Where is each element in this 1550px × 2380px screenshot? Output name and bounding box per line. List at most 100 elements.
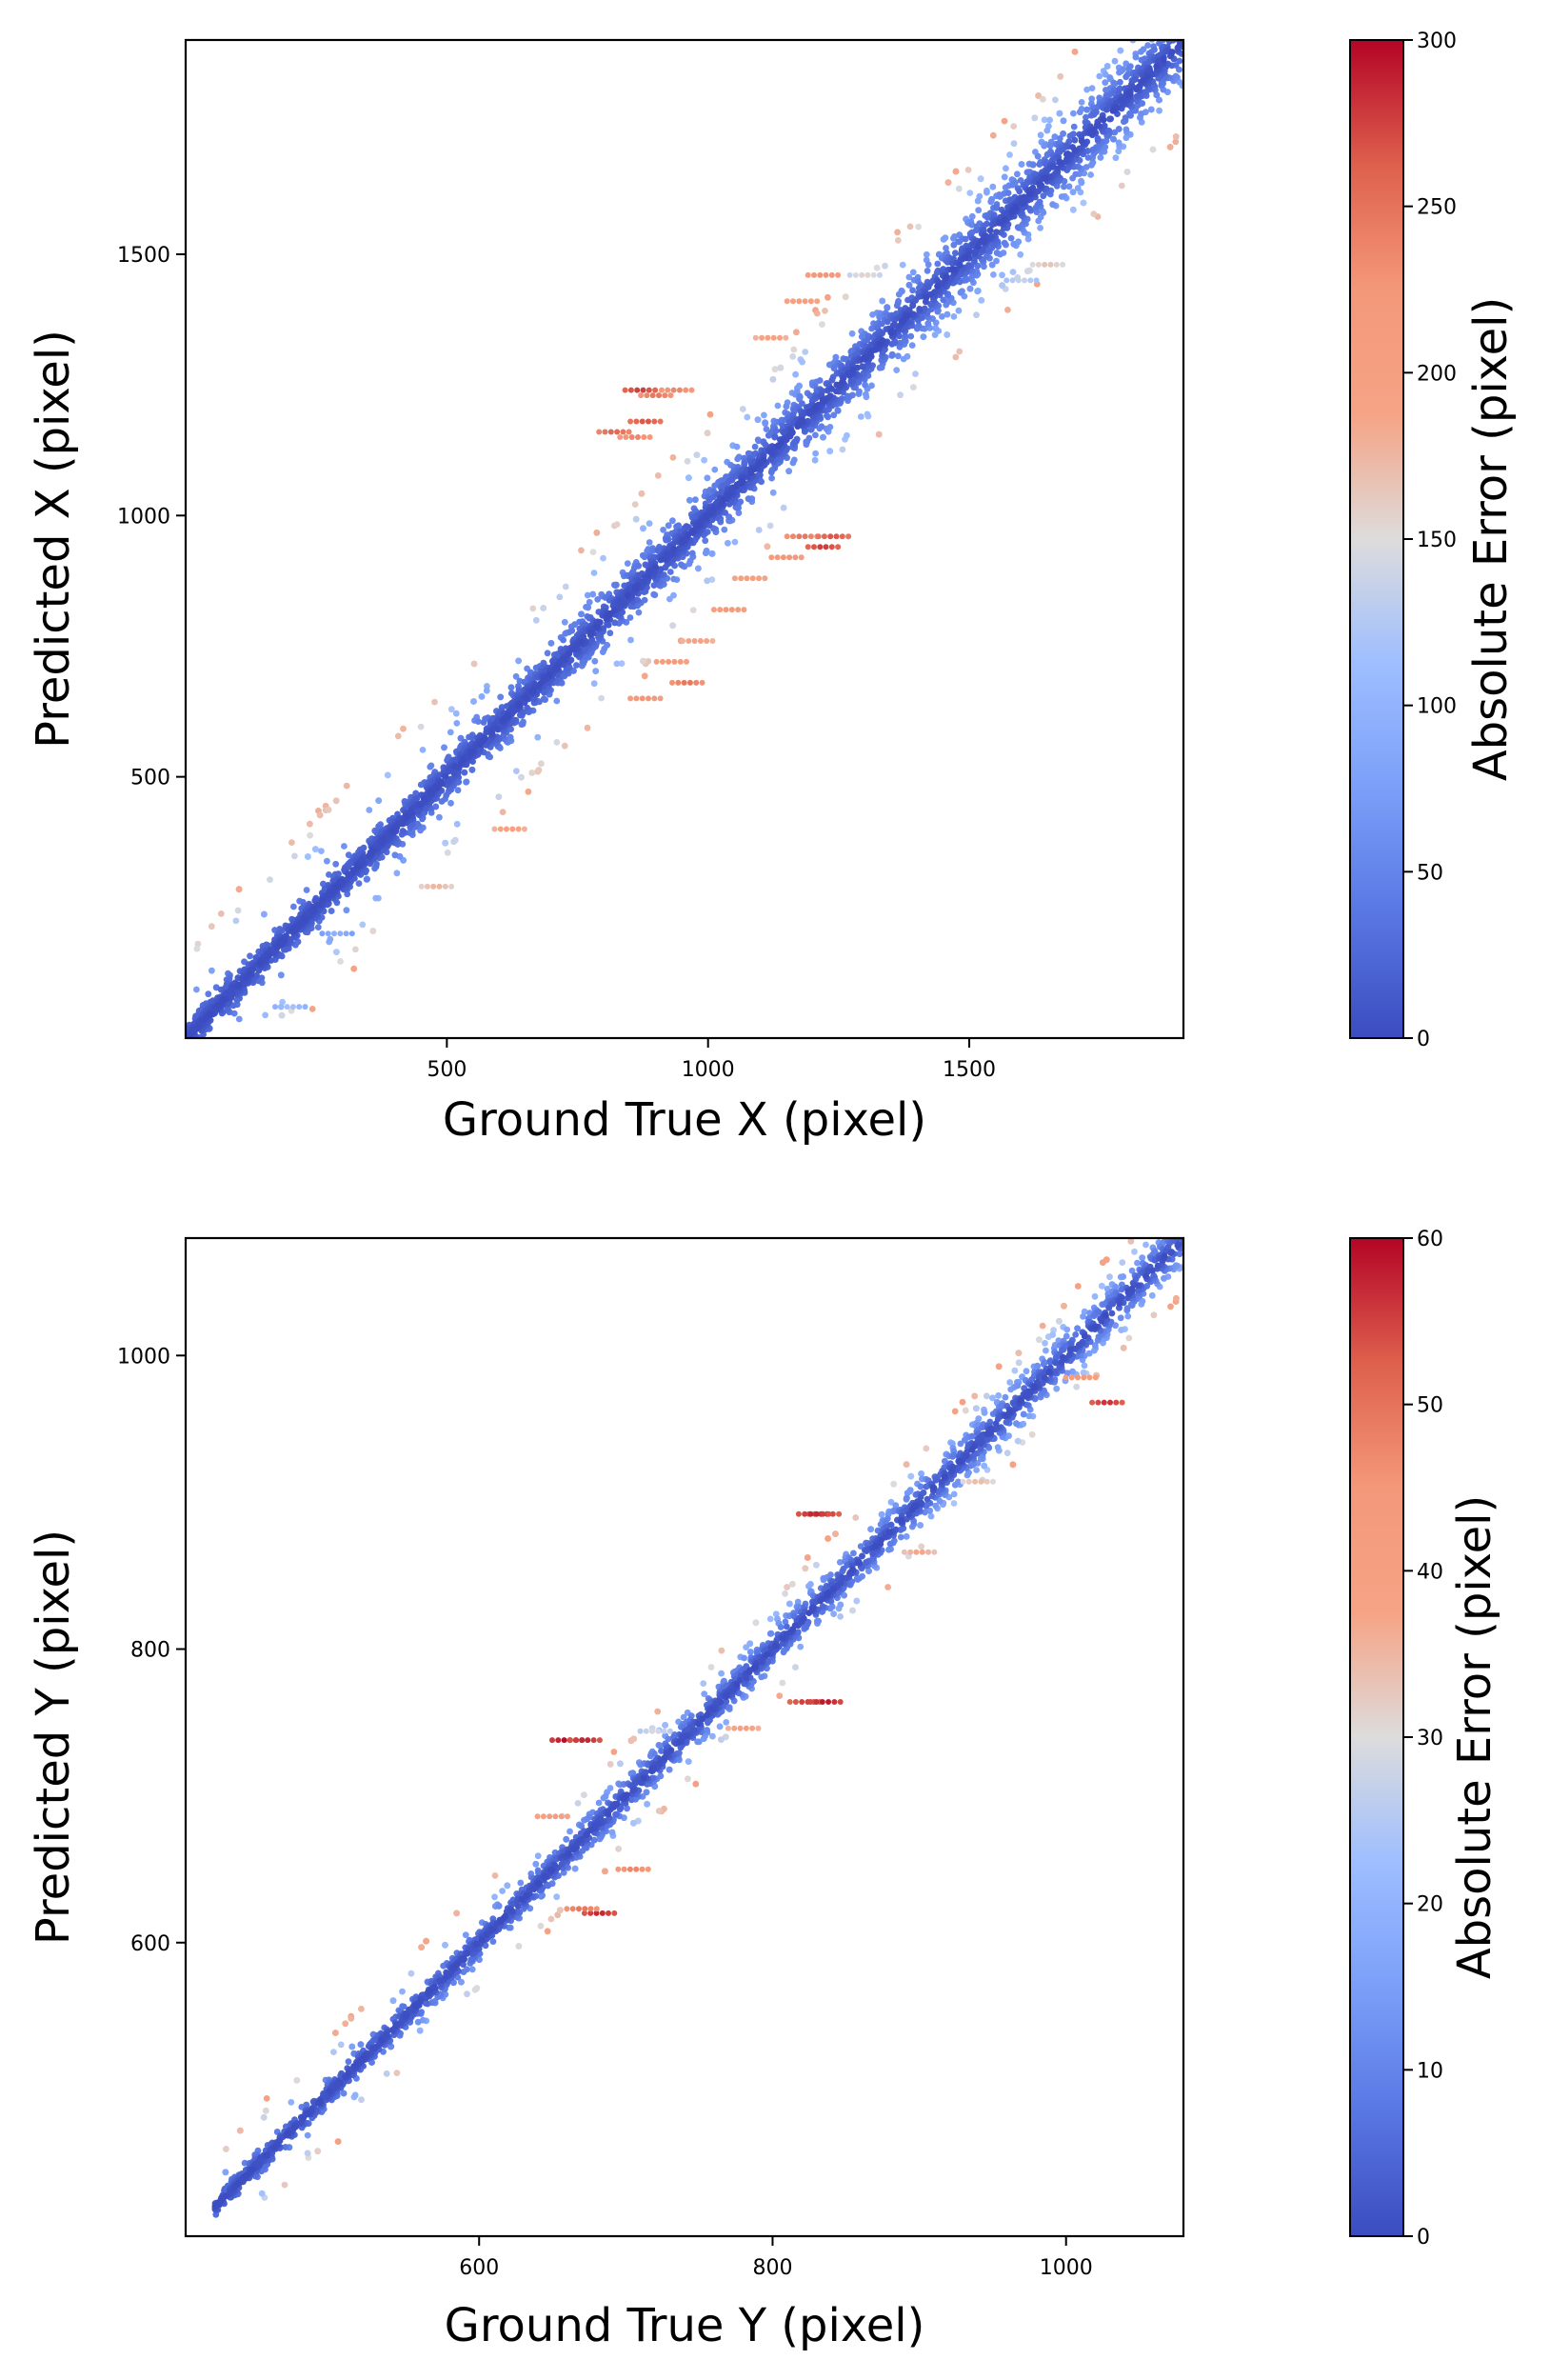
scatter-point (343, 907, 350, 914)
scatter-point (1004, 190, 1012, 197)
scatter-point (352, 946, 359, 953)
scatter-point (1180, 33, 1186, 40)
scatter-point (856, 388, 863, 395)
scatter-point (1160, 20, 1166, 27)
scatter-point (1142, 55, 1148, 62)
scatter-point (1049, 201, 1057, 209)
scatter-point (669, 517, 676, 525)
scatter-point (1169, 26, 1176, 32)
scatter-point (1169, 30, 1176, 37)
scatter-point (824, 412, 830, 419)
scatter-point (1169, 7, 1176, 13)
scatter-point (1123, 126, 1130, 133)
scatter-point (1060, 117, 1067, 125)
scatter-point (820, 433, 826, 441)
scatter-point (1001, 117, 1008, 125)
scatter-point (1146, 17, 1153, 24)
scatter-point (1125, 66, 1133, 72)
scatter-point (613, 660, 621, 668)
scatter-point (314, 924, 322, 930)
scatter-point (1024, 268, 1031, 275)
scatter-point (665, 536, 672, 543)
scatter-point (777, 364, 785, 371)
scatter-point (561, 742, 568, 750)
scatter-point (417, 800, 424, 808)
scatter-point (955, 307, 963, 314)
scatter-point (646, 520, 653, 527)
scatter-point (1058, 193, 1065, 200)
scatter-point (291, 852, 298, 860)
scatter-point (612, 581, 620, 589)
scatter-point (1117, 78, 1123, 86)
scatter-point (1110, 135, 1117, 143)
scatter-point (538, 760, 545, 768)
scatter-point (217, 910, 225, 917)
scatter-point (1162, 32, 1168, 39)
scatter-point (873, 264, 881, 271)
scatter-point (1080, 199, 1087, 207)
scatter-point (1056, 110, 1063, 117)
scatter-point (816, 377, 824, 384)
scatter-point (1165, 12, 1172, 19)
scatter-point (350, 965, 358, 972)
scatter-point (1051, 133, 1059, 141)
scatter-point (194, 940, 202, 948)
scatter-point (955, 185, 963, 192)
scatter-point (191, 1098, 198, 1105)
scatter-point (421, 795, 427, 802)
scatter-point (1083, 164, 1090, 170)
scatter-point (320, 880, 327, 888)
scatter-point (221, 1074, 228, 1081)
scatter-point (1103, 63, 1111, 70)
scatter-point (450, 838, 457, 846)
scatter-point (631, 501, 639, 508)
scatter-point (417, 723, 425, 730)
scatter-point (183, 1039, 189, 1046)
scatter-point (1170, 26, 1177, 32)
scatter-point (513, 768, 520, 774)
scatter-point (1041, 142, 1048, 150)
scatter-point (1029, 161, 1037, 169)
scatter-point (735, 510, 743, 516)
scatter-point (1017, 250, 1024, 258)
scatter-point (1169, 17, 1176, 24)
scatter-point (862, 381, 868, 389)
scatter-point (944, 310, 951, 318)
scatter-point (1133, 85, 1141, 91)
scatter-point (952, 353, 960, 361)
scatter-point (725, 513, 732, 521)
scatter-point (847, 377, 855, 385)
scatter-point (553, 697, 561, 705)
scatter-point (380, 835, 388, 843)
scatter-point (1163, 28, 1170, 34)
scatter-point (894, 237, 902, 244)
scatter-point (939, 313, 945, 320)
scatter-point (604, 642, 610, 649)
scatter-point (940, 296, 947, 304)
scatter-point (1088, 85, 1096, 91)
scatter-point (400, 725, 407, 732)
scatter-point (785, 468, 792, 475)
scatter-point (1078, 177, 1084, 185)
scatter-point (233, 1050, 240, 1057)
scatter-point (512, 672, 520, 680)
scatter-point (688, 550, 696, 557)
scatter-point (1111, 129, 1119, 136)
scatter-point (1176, 57, 1183, 65)
scatter-point (1166, 3, 1173, 10)
scatter-point (520, 718, 527, 726)
scatter-point (1084, 154, 1092, 161)
scatter-point (974, 197, 982, 205)
scatter-point (233, 1050, 240, 1057)
scatter-point (277, 971, 285, 979)
scatter-point (1014, 224, 1022, 231)
scatter-point (1090, 111, 1098, 118)
scatter-point (532, 616, 540, 624)
scatter-point (762, 441, 769, 449)
scatter-point (839, 446, 846, 453)
scatter-point (964, 167, 972, 173)
scatter-point (977, 175, 984, 183)
scatter-point (864, 410, 871, 418)
scatter-point (1007, 234, 1015, 242)
scatter-point (1106, 115, 1113, 123)
